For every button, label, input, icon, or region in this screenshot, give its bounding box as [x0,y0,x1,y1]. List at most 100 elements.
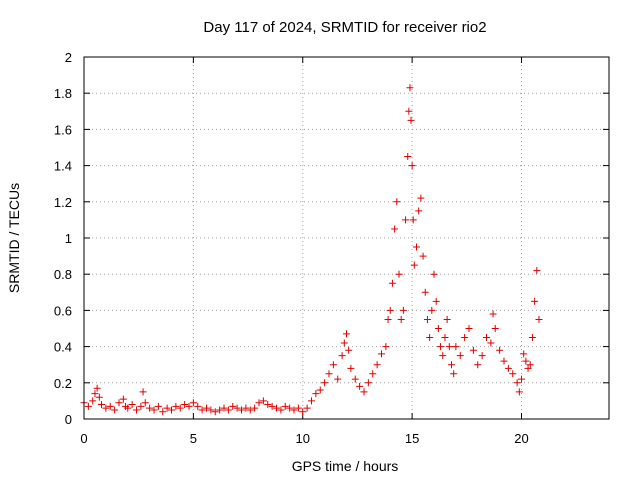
data-point [203,404,210,412]
data-point [146,404,154,412]
data-point [115,399,123,407]
data-point [268,402,276,410]
data-point [478,352,486,360]
data-point [364,379,372,387]
y-tick-label: 2 [65,50,72,65]
data-point [369,370,377,378]
data-point [402,216,410,224]
y-tick-label: 1.4 [54,159,72,174]
data-point [391,225,399,233]
data-point [410,261,418,269]
data-point [430,270,438,278]
data-point [111,406,119,414]
data-point [426,334,434,342]
data-point [277,406,285,414]
data-point [441,334,449,342]
y-tick-label: 0.4 [54,340,72,355]
data-point [172,402,180,410]
data-point [465,325,473,332]
data-point [531,297,539,305]
data-point [452,343,460,351]
data-point [124,404,132,412]
data-point [229,402,237,410]
data-point [141,399,149,407]
data-point [238,406,245,414]
data-point [347,364,355,372]
data-point [461,334,469,342]
y-tick-label: 0.6 [54,303,72,318]
data-point [432,297,440,305]
data-point [445,343,453,351]
data-point [504,364,512,372]
x-tick-label: 15 [405,431,419,446]
data-point [518,375,525,383]
data-point [133,406,140,414]
data-point [483,334,490,342]
data-point [448,361,455,369]
y-tick-label: 0.8 [54,267,72,282]
x-axis-label: GPS time / hours [292,458,399,474]
data-point [388,279,396,287]
data-point [91,390,99,398]
plot-frame [83,56,610,420]
data-point [211,408,219,416]
y-tick-label: 0 [65,412,72,427]
data-point [207,406,215,414]
data-point [321,379,329,387]
data-point [106,402,114,410]
data-point [528,334,536,342]
data-point [397,315,405,323]
data-point [303,404,311,412]
data-point [515,388,523,396]
data-point [198,406,206,414]
data-point [242,404,250,412]
x-tick-label: 0 [80,431,87,446]
data-point [509,370,517,378]
data-point [233,404,241,412]
data-point [474,361,482,369]
data-point [489,310,497,318]
data-point [84,402,92,410]
data-point [513,379,521,387]
data-point [137,402,145,410]
data-point [95,393,103,401]
data-point [408,162,416,170]
data-point [290,406,298,414]
data-point [491,325,499,332]
data-point [119,395,127,403]
data-point [404,153,412,161]
data-point [428,306,436,314]
y-tick-label: 1.2 [54,195,72,210]
data-point [423,315,431,323]
data-point [189,399,197,407]
data-point [520,350,528,358]
data-point [378,350,385,358]
data-point [316,386,324,394]
data-point [415,207,423,215]
data-point [264,401,272,409]
y-tick-label: 0.2 [54,376,72,391]
data-point [216,406,224,414]
data-point [334,375,342,383]
data-point [338,352,346,360]
x-tick-label: 5 [190,431,197,446]
data-point [395,270,403,278]
data-point [181,401,189,409]
data-point [487,339,495,347]
data-point [384,315,392,323]
data-point [159,408,167,416]
data-point [386,306,394,314]
y-tick-label: 1 [65,231,72,246]
data-point [526,361,534,369]
data-point [139,388,147,396]
data-point [437,343,445,351]
data-point [382,343,390,351]
data-point [98,401,105,409]
data-point [93,384,101,392]
chart-title: Day 117 of 2024, SRMTID for receiver rio… [203,19,486,36]
x-tick-label: 20 [514,431,528,446]
data-point [154,402,162,410]
data-point [419,252,427,260]
data-point [329,361,337,369]
